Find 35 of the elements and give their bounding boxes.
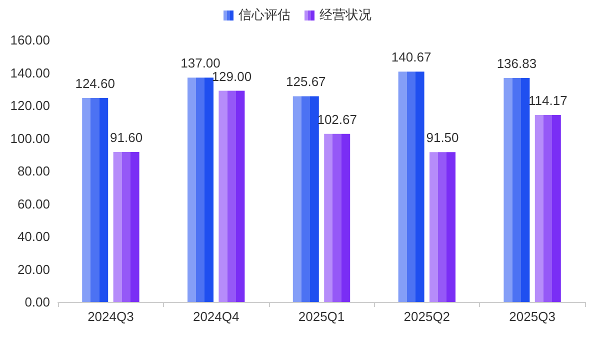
x-tick-label: 2025Q3	[509, 309, 556, 324]
bar	[504, 78, 530, 302]
y-tick-label: 160.00	[10, 32, 50, 48]
bar	[324, 134, 350, 302]
data-label: 91.50	[426, 130, 459, 146]
bar	[113, 152, 140, 302]
data-label: 125.67	[286, 74, 326, 90]
data-label: 136.83	[496, 56, 537, 71]
legend-label: 经营状况	[320, 8, 372, 23]
data-label: 137.00	[180, 56, 220, 71]
bar	[82, 98, 108, 302]
data-label: 91.60	[110, 130, 143, 146]
data-label: 114.17	[528, 93, 568, 108]
legend-label: 信心评估	[238, 7, 290, 23]
y-tick-label: 40.00	[17, 229, 50, 244]
y-tick-label: 60.00	[17, 196, 50, 212]
data-label: 140.67	[391, 50, 432, 65]
bar	[430, 152, 456, 302]
bar	[218, 90, 245, 302]
x-tick-label: 2024Q4	[192, 309, 240, 324]
bar	[398, 72, 424, 302]
y-tick-label: 120.00	[10, 98, 50, 113]
y-tick-label: 20.00	[17, 262, 50, 277]
data-label: 129.00	[212, 68, 252, 84]
x-tick-label: 2024Q3	[88, 309, 134, 324]
y-tick-label: 0.00	[24, 294, 50, 310]
x-tick-label: 2025Q1	[298, 309, 345, 324]
y-tick-label: 80.00	[17, 164, 50, 178]
bar	[292, 96, 319, 302]
bar	[188, 78, 214, 302]
bar	[534, 115, 561, 302]
y-tick-label: 100.00	[10, 130, 50, 146]
data-label: 124.60	[75, 76, 115, 91]
x-tick-label: 2025Q2	[404, 309, 450, 324]
y-tick-label: 140.00	[10, 65, 50, 80]
